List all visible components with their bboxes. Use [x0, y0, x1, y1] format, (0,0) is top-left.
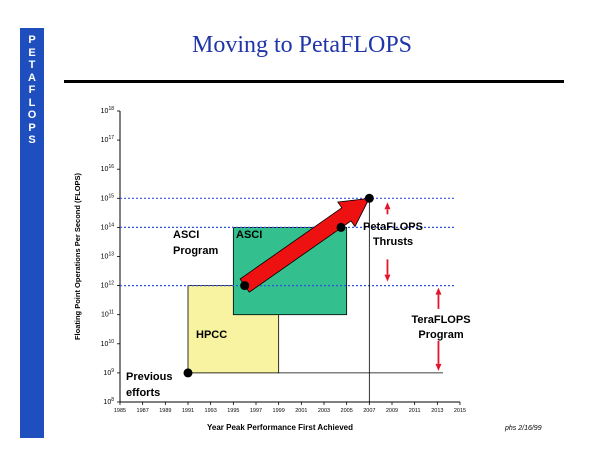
x-tick-label: 1997	[250, 408, 262, 414]
teraflops-label: Program	[418, 329, 463, 341]
y-tick-base: 10	[101, 254, 109, 261]
y-tick-exponent: 9	[111, 368, 114, 374]
x-tick-label: 2003	[318, 408, 330, 414]
y-tick-base: 10	[101, 108, 109, 115]
y-tick-base: 10	[103, 370, 111, 377]
page-title: Moving to PetaFLOPS	[191, 32, 413, 58]
y-tick-label: 1010	[101, 339, 115, 348]
previous-efforts-label: efforts	[126, 387, 160, 399]
y-tick-label: 1011	[101, 310, 114, 319]
x-tick-label: 2015	[454, 408, 466, 414]
x-tick-label: 1989	[159, 408, 171, 414]
y-axis-label: Floating Point Operations Per Second (FL…	[73, 172, 82, 340]
y-tick-label: 1015	[101, 193, 115, 202]
x-tick-label: 1987	[137, 408, 149, 414]
y-tick-base: 10	[101, 341, 109, 348]
sidebar-letter: S	[28, 134, 36, 146]
y-tick-exponent: 8	[111, 397, 114, 403]
y-tick-base: 10	[101, 312, 109, 319]
y-tick-exponent: 18	[108, 106, 114, 112]
petaflops-arrow-head-up	[384, 202, 391, 210]
sidebar-letter: F	[28, 84, 36, 96]
x-tick-label: 2009	[386, 408, 398, 414]
x-tick-label: 1993	[205, 408, 217, 414]
data-point	[183, 368, 193, 378]
sidebar-letter: E	[28, 46, 36, 59]
petaflops-label: PetaFLOPS	[363, 221, 423, 233]
x-tick-label: 1991	[182, 408, 194, 414]
x-tick-label: 1985	[114, 408, 126, 414]
y-tick-exponent: 13	[108, 252, 114, 258]
x-tick-label: 2013	[431, 408, 443, 414]
asci-program-label: ASCI	[173, 229, 199, 241]
y-tick-exponent: 15	[108, 193, 114, 199]
sidebar-letter: O	[27, 109, 37, 121]
y-tick-label: 108	[103, 397, 114, 406]
teraflops-arrow-head-up	[435, 287, 442, 295]
previous-efforts-label: Previous	[126, 371, 172, 383]
y-tick-label: 1016	[101, 164, 115, 173]
teraflops-label: TeraFLOPS	[411, 314, 470, 326]
data-point	[240, 281, 250, 291]
y-tick-exponent: 14	[108, 222, 114, 228]
asci-box-label: ASCI	[236, 229, 262, 241]
y-tick-exponent: 16	[108, 164, 114, 170]
sidebar-letter: T	[28, 59, 36, 71]
teraflops-arrow-head-down	[435, 363, 442, 371]
sidebar-letter: P	[28, 34, 36, 46]
trend-arrow	[239, 197, 370, 293]
x-tick-label: 2007	[363, 408, 375, 414]
y-tick-base: 10	[101, 224, 109, 231]
y-tick-label: 1017	[101, 135, 115, 144]
x-axis-label: Year Peak Performance First Achieved	[207, 423, 353, 432]
y-tick-base: 10	[101, 137, 109, 144]
y-tick-base: 10	[101, 166, 109, 173]
footer-date: phs 2/16/99	[505, 425, 542, 432]
y-tick-label: 1014	[101, 222, 115, 231]
y-tick-label: 1018	[101, 106, 115, 115]
y-tick-label: 109	[103, 368, 114, 377]
hpcc-box-label: HPCC	[196, 329, 227, 341]
y-tick-base: 10	[101, 283, 109, 290]
title-divider	[64, 80, 564, 83]
x-tick-label: 2011	[409, 408, 421, 414]
y-tick-base: 10	[103, 399, 111, 406]
data-point	[336, 222, 346, 232]
y-tick-label: 1013	[101, 252, 115, 261]
x-tick-label: 2001	[295, 408, 307, 414]
x-tick-label: 1999	[273, 408, 285, 414]
asci-program-label: Program	[173, 245, 218, 257]
y-tick-label: 1012	[101, 281, 115, 290]
x-tick-label: 1995	[227, 408, 239, 414]
sidebar-letter: L	[28, 96, 36, 109]
y-tick-exponent: 12	[108, 281, 114, 287]
y-tick-exponent: 11	[109, 310, 114, 316]
data-point	[364, 193, 374, 203]
petaflops-label: Thrusts	[373, 236, 413, 248]
y-tick-exponent: 17	[108, 135, 114, 141]
sidebar-letter: A	[28, 71, 36, 84]
petaflops-arrow-head-down	[384, 274, 391, 282]
x-tick-label: 2005	[341, 408, 353, 414]
y-tick-base: 10	[101, 195, 109, 202]
y-tick-exponent: 10	[108, 339, 114, 345]
sidebar-letter: P	[28, 121, 36, 134]
